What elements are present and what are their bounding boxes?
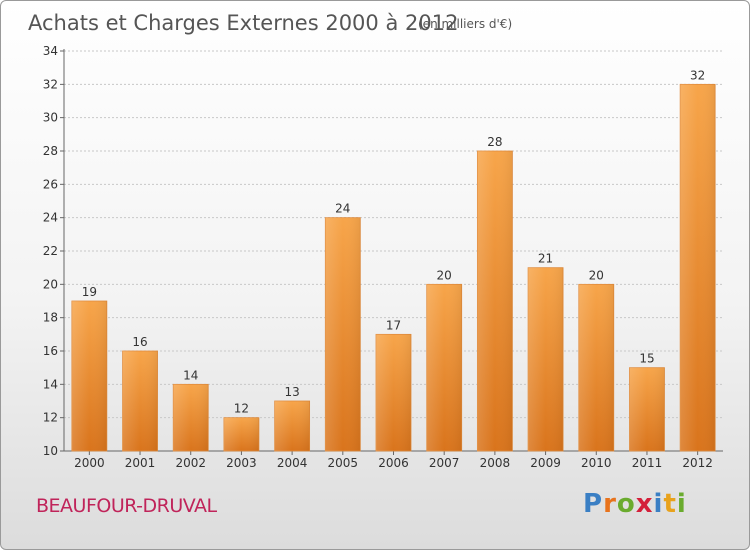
value-label: 15 — [639, 352, 654, 366]
x-tick-label: 2000 — [74, 456, 105, 470]
y-tick-label: 12 — [43, 411, 58, 425]
bar-shine — [376, 334, 411, 451]
bar-shine — [122, 351, 158, 451]
x-tick-label: 2005 — [328, 456, 359, 470]
x-tick-label: 2012 — [682, 456, 713, 470]
value-label: 32 — [690, 68, 705, 82]
bar-shine — [223, 417, 259, 451]
x-tick-label: 2008 — [480, 456, 511, 470]
x-tick-label: 2011 — [632, 456, 663, 470]
value-label: 12 — [234, 402, 249, 416]
logo-letter: t — [663, 489, 677, 519]
bar-shine — [578, 284, 614, 451]
tick-labels: 10 12 14 16 18 20 22 24 26 28 30 32 34 2000 2001 2002 20… — [43, 44, 713, 470]
bar-shine — [629, 367, 665, 451]
logo-letter: P — [583, 489, 604, 519]
y-tick-label: 24 — [43, 211, 58, 225]
logo-letter: x — [635, 489, 654, 519]
x-tick-label: 2003 — [226, 456, 257, 470]
bar-shine — [528, 267, 564, 451]
y-tick-label: 22 — [43, 244, 58, 258]
logo-letter: i — [676, 489, 687, 519]
bar-shine — [680, 84, 716, 451]
x-tick-label: 2009 — [530, 456, 561, 470]
chart-title: Achats et Charges Externes 2000 à 2012 — [28, 11, 458, 35]
x-tick-label: 2006 — [378, 456, 409, 470]
bar-shine — [173, 384, 209, 451]
y-tick-label: 26 — [43, 177, 58, 191]
y-tick-label: 30 — [43, 111, 58, 125]
y-tick-label: 14 — [43, 377, 58, 391]
value-labels: 19 16 14 12 13 24 17 20 28 21 20 15 32 — [82, 68, 706, 415]
value-label: 28 — [487, 135, 502, 149]
y-tick-label: 18 — [43, 311, 58, 325]
bar-shine — [477, 151, 513, 451]
value-label: 24 — [335, 202, 350, 216]
value-label: 17 — [386, 318, 401, 332]
value-label: 20 — [589, 268, 604, 282]
x-tick-label: 2004 — [277, 456, 308, 470]
y-tick-label: 20 — [43, 277, 58, 291]
bars — [71, 83, 716, 452]
x-tick-label: 2010 — [581, 456, 612, 470]
y-tick-label: 32 — [43, 77, 58, 91]
value-label: 14 — [183, 368, 198, 382]
y-tick-label: 10 — [43, 444, 58, 458]
value-label: 21 — [538, 252, 553, 266]
bar-shine — [426, 284, 462, 451]
logo-letter: o — [616, 489, 636, 519]
logo-letter: i — [653, 489, 664, 519]
value-label: 19 — [82, 285, 97, 299]
bar-shine — [71, 301, 107, 451]
bar-shine — [325, 217, 361, 451]
x-tick-label: 2001 — [125, 456, 156, 470]
chart-subtitle: (en milliers d'€) — [418, 17, 512, 31]
logo-letter: r — [603, 489, 617, 519]
y-tick-label: 28 — [43, 144, 58, 158]
value-label: 16 — [132, 335, 147, 349]
commune-name: BEAUFOUR-DRUVAL — [36, 495, 217, 517]
value-label: 13 — [284, 385, 299, 399]
y-tick-label: 16 — [43, 344, 58, 358]
value-label: 20 — [437, 268, 452, 282]
proxiti-logo[interactable]: Proxiti — [583, 489, 687, 519]
x-tick-label: 2002 — [175, 456, 206, 470]
bar-shine — [274, 401, 310, 451]
x-tick-label: 2007 — [429, 456, 460, 470]
y-tick-label: 34 — [43, 44, 58, 58]
